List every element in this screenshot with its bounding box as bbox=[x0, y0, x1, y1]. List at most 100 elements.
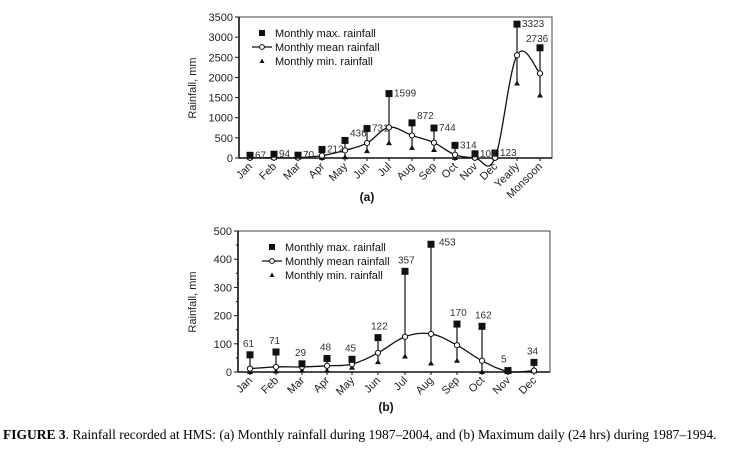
x-tick-label: Oct bbox=[440, 161, 461, 182]
max-value-label: 357 bbox=[398, 255, 415, 266]
panel-label: (a) bbox=[360, 190, 375, 204]
max-value-label: 29 bbox=[295, 348, 307, 359]
y-axis-title: Rainfall, mm bbox=[187, 57, 199, 118]
mean-rainfall-point bbox=[318, 152, 326, 159]
max-value-label: 5 bbox=[501, 355, 507, 366]
legend-entry: Monthly min. rainfall bbox=[275, 56, 373, 68]
x-tick-label: Jul bbox=[392, 375, 410, 393]
max-value-label: 48 bbox=[320, 342, 332, 353]
max-rainfall-point bbox=[323, 354, 331, 362]
max-value-label: 162 bbox=[475, 310, 492, 321]
legend-max-square-icon bbox=[269, 244, 275, 250]
x-tick-label: Mar bbox=[285, 374, 307, 396]
max-value-label: 71 bbox=[269, 336, 281, 347]
y-tick-label: 1500 bbox=[209, 93, 233, 105]
min-rainfall-point bbox=[431, 146, 437, 152]
max-value-label: 170 bbox=[450, 308, 467, 319]
max-value-label: 2736 bbox=[526, 34, 549, 45]
max-rainfall-point bbox=[513, 20, 521, 28]
x-tick-label: Feb bbox=[259, 375, 281, 397]
max-value-label: 94 bbox=[279, 149, 291, 160]
max-rainfall-point bbox=[536, 44, 544, 52]
legend-mean-circle-icon bbox=[269, 258, 275, 264]
max-value-label: 453 bbox=[439, 237, 456, 248]
mean-rainfall-point bbox=[478, 357, 486, 364]
max-rainfall-point bbox=[401, 267, 409, 275]
y-tick-label: 400 bbox=[214, 254, 232, 266]
caption-label: FIGURE 3 bbox=[3, 427, 66, 442]
x-tick-label: Aug bbox=[395, 161, 417, 183]
x-tick-label: Jan bbox=[234, 161, 255, 182]
max-value-label: 212 bbox=[327, 144, 344, 155]
min-rainfall-point bbox=[409, 144, 415, 150]
y-axis-title: Rainfall, mm bbox=[187, 271, 199, 332]
max-rainfall-point bbox=[430, 124, 438, 132]
legend-entry: Monthly min. rainfall bbox=[285, 270, 383, 282]
mean-rainfall-point bbox=[363, 139, 371, 147]
mean-rainfall-point bbox=[451, 151, 459, 158]
mean-rainfall-point bbox=[272, 363, 280, 371]
min-rainfall-point bbox=[324, 367, 330, 373]
max-rainfall-point bbox=[408, 119, 416, 127]
x-tick-label: Apr bbox=[307, 160, 328, 181]
max-value-label: 314 bbox=[460, 140, 477, 151]
max-value-label: 1599 bbox=[394, 89, 417, 100]
x-tick-label: Dec bbox=[517, 374, 540, 397]
max-value-label: 67 bbox=[255, 150, 267, 161]
min-rainfall-point bbox=[537, 92, 543, 98]
max-value-label: 34 bbox=[527, 346, 539, 357]
y-tick-label: 300 bbox=[214, 282, 232, 294]
mean-rainfall-point bbox=[536, 70, 544, 77]
min-rainfall-point bbox=[375, 359, 381, 365]
min-rainfall-point bbox=[349, 364, 355, 370]
max-rainfall-point bbox=[246, 351, 254, 359]
x-tick-label: Jan bbox=[234, 375, 255, 396]
x-tick-label: Nov bbox=[491, 374, 514, 397]
x-tick-label: Aug bbox=[414, 375, 436, 397]
max-rainfall-point bbox=[298, 360, 306, 368]
x-tick-label: Apr bbox=[312, 374, 333, 395]
max-rainfall-point bbox=[453, 320, 461, 328]
max-rainfall-point bbox=[374, 334, 382, 342]
min-rainfall-point bbox=[514, 80, 520, 86]
mean-rainfall-point bbox=[374, 349, 382, 356]
max-value-label: 104 bbox=[480, 149, 497, 160]
mean-rainfall-point bbox=[427, 330, 435, 338]
y-tick-label: 500 bbox=[214, 226, 232, 238]
y-tick-label: 2000 bbox=[209, 72, 233, 84]
min-rainfall-point bbox=[364, 148, 370, 154]
mean-rainfall-point bbox=[430, 139, 438, 146]
max-rainfall-point bbox=[385, 90, 393, 98]
x-tick-label: Mar bbox=[281, 160, 303, 182]
max-rainfall-point bbox=[272, 348, 280, 356]
legend-min-triangle-icon bbox=[259, 58, 265, 63]
max-rainfall-point bbox=[318, 145, 326, 153]
chart-b: 0 100 200 300 400 500 Jan Feb Mar Apr May Jun Jul Aug… bbox=[187, 226, 551, 414]
max-rainfall-point bbox=[478, 322, 486, 330]
min-rainfall-point bbox=[479, 369, 485, 374]
x-tick-label: Feb bbox=[257, 161, 279, 183]
chart-a: 0 500 1000 1500 2000 2500 3000 3500 Jan Feb Mar Apr… bbox=[187, 12, 553, 204]
max-value-label: 744 bbox=[439, 123, 456, 134]
max-rainfall-point bbox=[341, 136, 349, 144]
max-value-label: 61 bbox=[243, 339, 255, 350]
legend-entry: Monthly mean rainfall bbox=[285, 256, 390, 268]
mean-rainfall-point bbox=[513, 52, 521, 59]
max-rainfall-point bbox=[270, 150, 278, 158]
min-rainfall-point bbox=[273, 368, 279, 374]
max-rainfall-point bbox=[504, 367, 512, 375]
min-rainfall-point bbox=[454, 357, 460, 363]
max-value-label: 3323 bbox=[522, 19, 545, 30]
max-rainfall-point bbox=[451, 141, 459, 149]
legend-entry: Monthly max. rainfall bbox=[285, 242, 386, 254]
mean-rainfall-point bbox=[385, 124, 393, 131]
max-rainfall-point bbox=[427, 240, 435, 248]
mean-rainfall-point bbox=[453, 342, 461, 349]
max-rainfall-point bbox=[363, 125, 371, 133]
y-tick-label: 1000 bbox=[209, 113, 233, 125]
min-rainfall-point bbox=[342, 154, 348, 160]
y-tick-label: 0 bbox=[226, 367, 232, 379]
max-value-label: 436 bbox=[350, 128, 367, 139]
x-tick-label: Sep bbox=[440, 375, 462, 397]
max-value-label: 70 bbox=[303, 150, 315, 161]
